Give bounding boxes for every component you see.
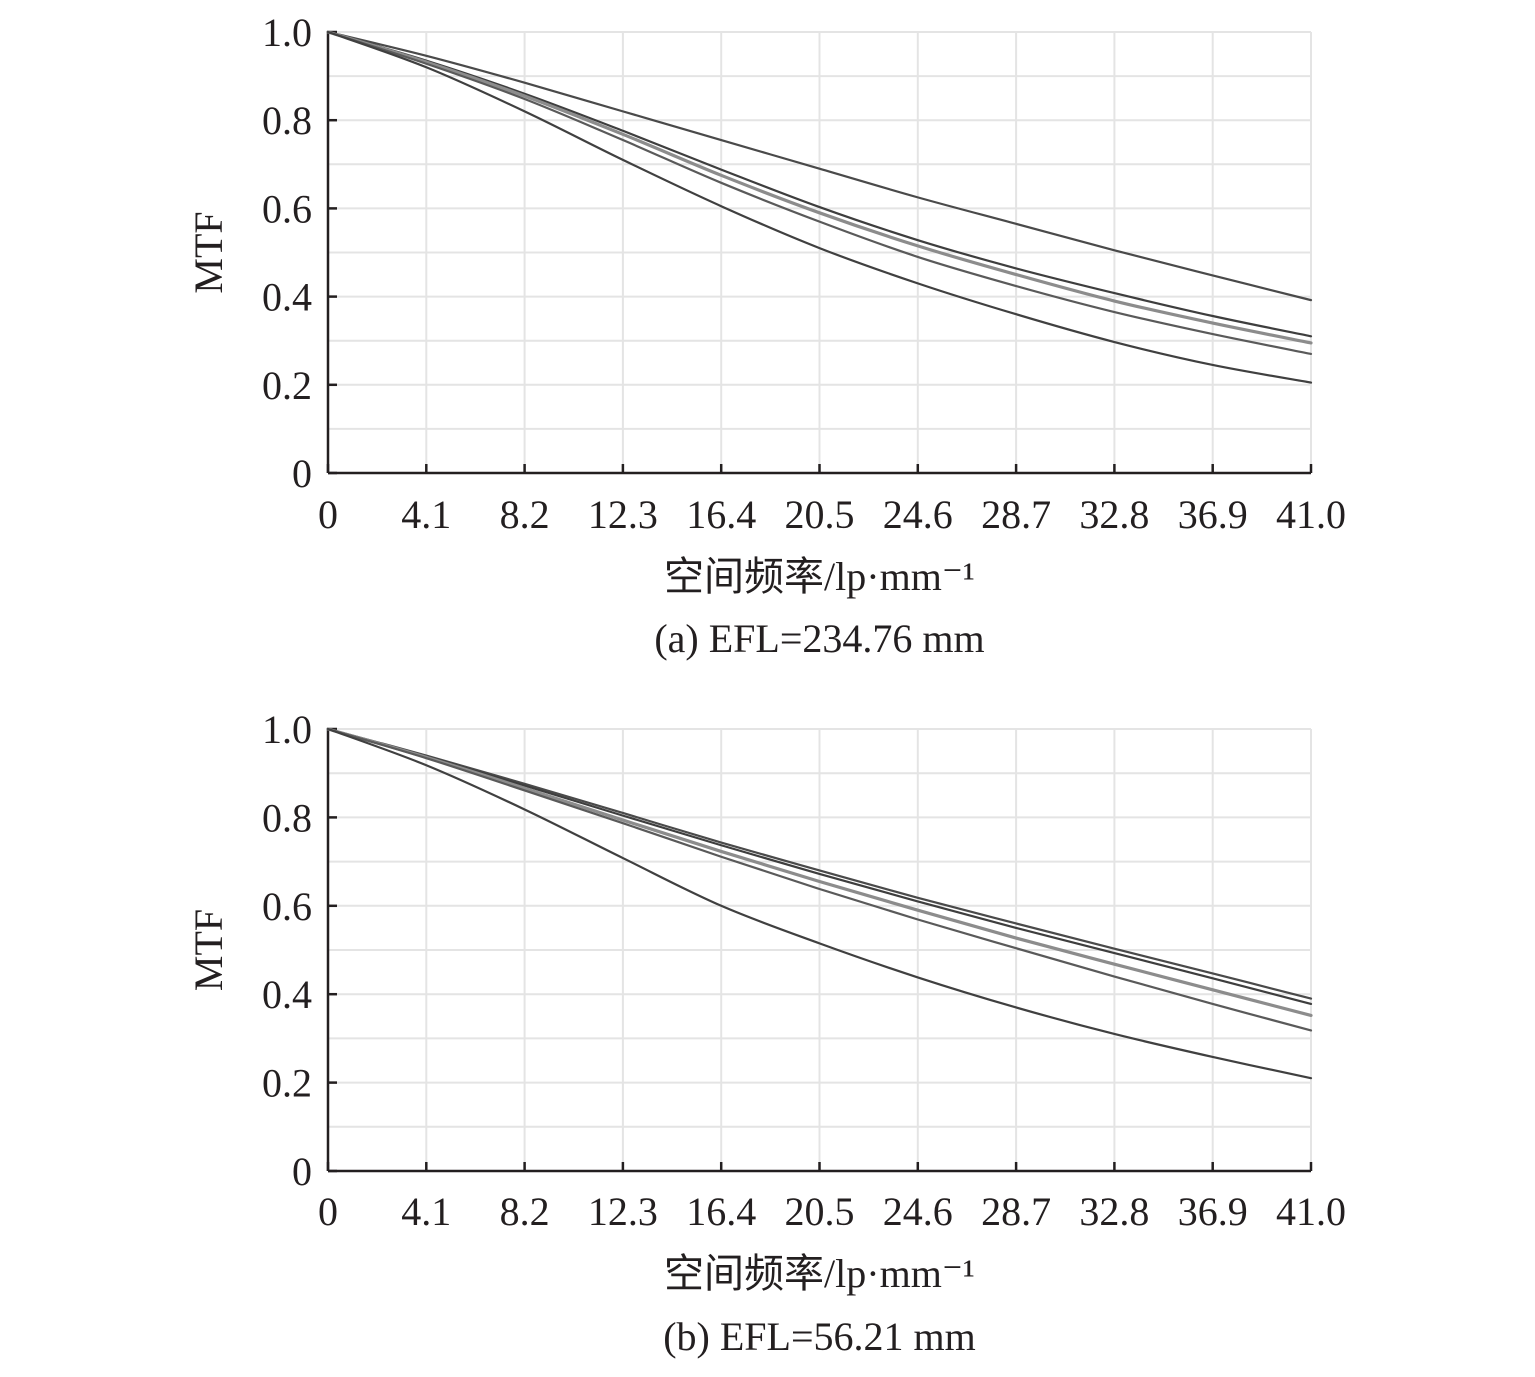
y-tick-label: 0.2 [262, 1061, 312, 1106]
series-line-3 [326, 30, 1313, 345]
series-line-4 [326, 30, 1313, 356]
axes: 0 0.2 0.4 0.6 0.8 1.0 0 4.1 8.2 12.3 16.4 20.5 24.6 2… [262, 10, 1346, 537]
x-tick-label: 20.5 [785, 1189, 855, 1234]
grid [328, 31, 1312, 473]
x-tick-label: 28.7 [981, 492, 1051, 537]
y-tick-label: 0 [292, 451, 312, 496]
x-axis-label: 空间频率/lp·mm⁻¹ [664, 554, 975, 599]
series-line-1 [326, 30, 1313, 302]
y-tick-label: 0.4 [262, 275, 312, 320]
x-tick-label: 16.4 [686, 1189, 756, 1234]
x-tick-label: 16.4 [686, 492, 756, 537]
x-tick-label: 32.8 [1079, 1189, 1149, 1234]
x-tick-label: 24.6 [883, 1189, 953, 1234]
x-tick-label: 12.3 [588, 1189, 658, 1234]
x-tick-label: 0 [318, 1189, 338, 1234]
chart-caption: (a) EFL=234.76 mm [654, 616, 984, 661]
x-tick-label: 0 [318, 492, 338, 537]
series-line-2 [326, 727, 1313, 1006]
series-line-5 [326, 30, 1313, 384]
y-axis-label: MTF [186, 211, 231, 293]
y-tick-label: 1.0 [262, 707, 312, 752]
grid [328, 728, 1312, 1171]
x-tick-label: 41.0 [1276, 1189, 1346, 1234]
labels: MTF 空间频率/lp·mm⁻¹ (b) EFL=56.21 mm [186, 909, 976, 1359]
y-tick-label: 1.0 [262, 10, 312, 55]
axes: 0 0.2 0.4 0.6 0.8 1.0 0 4.1 8.2 12.3 16.4 20.5 24.6 2… [262, 707, 1346, 1234]
series-line-2 [326, 30, 1313, 338]
x-tick-label: 8.2 [500, 1189, 550, 1234]
series-line-5 [326, 727, 1313, 1080]
x-tick-label: 12.3 [588, 492, 658, 537]
y-tick-label: 0.8 [262, 795, 312, 840]
x-tick-label: 24.6 [883, 492, 953, 537]
series-group [326, 30, 1313, 384]
x-axis-label: 空间频率/lp·mm⁻¹ [664, 1251, 975, 1296]
series-group [326, 727, 1313, 1080]
chart-panel-a: 0 0.2 0.4 0.6 0.8 1.0 0 4.1 8.2 12.3 16.4 20.5 24.6 2… [186, 10, 1346, 661]
chart-panel-b: 0 0.2 0.4 0.6 0.8 1.0 0 4.1 8.2 12.3 16.4 20.5 24.6 2… [186, 707, 1346, 1359]
x-tick-label: 36.9 [1178, 1189, 1248, 1234]
x-tick-label: 8.2 [500, 492, 550, 537]
x-tick-label: 36.9 [1178, 492, 1248, 537]
y-tick-label: 0.2 [262, 363, 312, 408]
labels: MTF 空间频率/lp·mm⁻¹ (a) EFL=234.76 mm [186, 211, 985, 661]
x-tick-label: 4.1 [401, 1189, 451, 1234]
x-tick-label: 20.5 [785, 492, 855, 537]
series-line-4 [326, 727, 1313, 1032]
y-tick-label: 0 [292, 1149, 312, 1194]
y-tick-label: 0.6 [262, 884, 312, 929]
y-tick-label: 0.4 [262, 972, 312, 1017]
x-tick-label: 32.8 [1079, 492, 1149, 537]
series-line-1 [326, 727, 1313, 1000]
y-tick-label: 0.8 [262, 98, 312, 143]
y-tick-label: 0.6 [262, 186, 312, 231]
x-tick-label: 4.1 [401, 492, 451, 537]
y-axis-label: MTF [186, 909, 231, 991]
x-tick-label: 41.0 [1276, 492, 1346, 537]
chart-caption: (b) EFL=56.21 mm [663, 1314, 976, 1359]
series-line-3 [326, 727, 1313, 1018]
x-tick-label: 28.7 [981, 1189, 1051, 1234]
